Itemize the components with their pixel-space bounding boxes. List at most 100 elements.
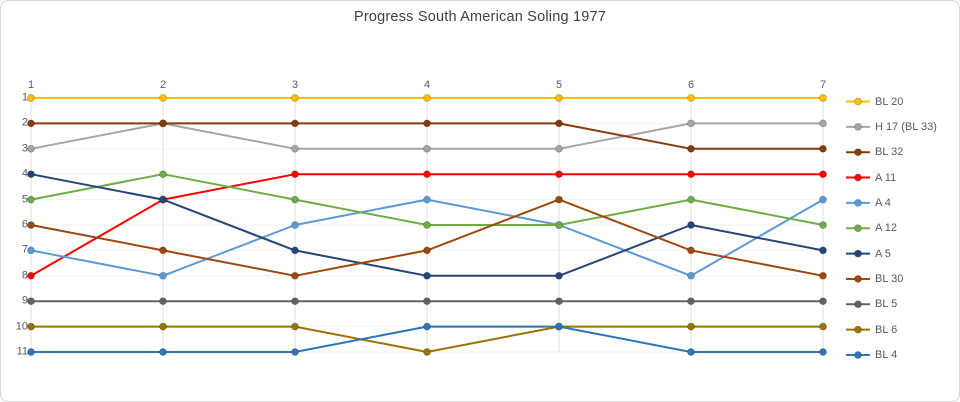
series-marker — [27, 94, 35, 102]
series-marker — [423, 297, 431, 306]
series-marker — [555, 94, 563, 102]
series-marker — [423, 195, 431, 204]
legend-label: A 4 — [875, 196, 891, 209]
series-marker — [27, 271, 35, 280]
legend-marker-icon — [854, 351, 862, 359]
y-tick-label: 8 — [21, 269, 28, 282]
x-tick-label: 2 — [159, 79, 167, 91]
legend-marker-icon — [854, 148, 862, 157]
series-marker — [27, 170, 35, 179]
series-marker — [291, 221, 299, 229]
series-marker — [819, 322, 827, 331]
series-marker — [819, 297, 827, 306]
series-marker — [555, 271, 563, 280]
series-marker — [159, 322, 167, 331]
y-tick-label: 9 — [21, 294, 28, 307]
legend-marker-icon — [854, 249, 862, 258]
series-marker — [159, 246, 167, 255]
series-marker — [687, 271, 695, 280]
y-tick-label: 5 — [21, 193, 28, 206]
series-marker — [555, 144, 563, 153]
legend-marker-icon — [854, 274, 862, 283]
series-marker — [423, 348, 431, 356]
y-tick-label: 6 — [21, 218, 28, 231]
series-marker — [27, 297, 35, 306]
series-marker — [555, 297, 563, 306]
series-marker — [819, 271, 827, 280]
series-marker — [819, 170, 827, 179]
x-tick-label: 3 — [291, 79, 299, 91]
series-marker — [27, 322, 35, 331]
legend-label: H 17 (BL 33) — [875, 120, 937, 133]
y-tick-label: 10 — [15, 320, 28, 333]
series-marker — [423, 246, 431, 255]
series-marker — [687, 195, 695, 204]
series-marker — [291, 94, 299, 102]
x-tick-label: 1 — [27, 79, 35, 91]
series-marker — [291, 297, 299, 306]
series-marker — [291, 170, 299, 179]
series-marker — [555, 221, 563, 229]
series-marker — [555, 322, 563, 331]
series-marker — [687, 297, 695, 306]
series-marker — [159, 271, 167, 280]
series-marker — [291, 144, 299, 153]
legend-marker-icon — [854, 224, 862, 233]
series-marker — [819, 246, 827, 255]
series-marker — [291, 195, 299, 204]
series-marker — [687, 322, 695, 331]
series-marker — [555, 170, 563, 179]
series-marker — [423, 119, 431, 128]
y-tick-label: 2 — [21, 116, 28, 129]
series-marker — [27, 144, 35, 153]
series-marker — [819, 94, 827, 102]
series-marker — [423, 271, 431, 280]
series-marker — [819, 221, 827, 229]
y-tick-label: 4 — [21, 167, 28, 180]
series-marker — [819, 144, 827, 153]
y-tick-label: 11 — [16, 345, 28, 358]
legend-marker-icon — [854, 325, 862, 334]
legend-label: A 12 — [875, 222, 898, 235]
series-marker — [291, 246, 299, 255]
series-marker — [159, 348, 167, 356]
series-marker — [423, 322, 431, 331]
legend-label: BL 5 — [875, 298, 898, 311]
series-marker — [27, 195, 35, 204]
series-marker — [687, 246, 695, 255]
legend-marker-icon — [854, 97, 862, 106]
series-marker — [687, 170, 695, 179]
series-marker — [687, 221, 695, 229]
series-marker — [423, 221, 431, 229]
x-tick-label: 6 — [687, 79, 695, 91]
series-marker — [159, 94, 167, 102]
legend-label: BL 30 — [875, 272, 904, 285]
x-tick-label: 4 — [423, 79, 431, 91]
series-marker — [291, 271, 299, 280]
series-marker — [423, 170, 431, 179]
x-tick-label: 5 — [555, 79, 563, 91]
series-marker — [27, 119, 35, 128]
series-marker — [819, 195, 827, 204]
x-tick-label: 7 — [819, 79, 827, 91]
series-marker — [423, 94, 431, 102]
legend-label: BL 32 — [875, 146, 904, 159]
series-marker — [27, 246, 35, 255]
series-marker — [555, 119, 563, 128]
series-marker — [291, 348, 299, 356]
series-marker — [687, 348, 695, 356]
series-marker — [687, 119, 695, 128]
y-tick-label: 1 — [21, 91, 28, 104]
series-marker — [423, 144, 431, 153]
legend-label: BL 6 — [875, 323, 898, 336]
legend-marker-icon — [854, 198, 862, 207]
series-marker — [291, 119, 299, 128]
legend-marker-icon — [854, 173, 862, 182]
series-marker — [819, 348, 827, 356]
series-marker — [159, 119, 167, 128]
series-marker — [687, 94, 695, 102]
series-marker — [27, 348, 35, 356]
legend-label: A 11 — [875, 171, 897, 184]
